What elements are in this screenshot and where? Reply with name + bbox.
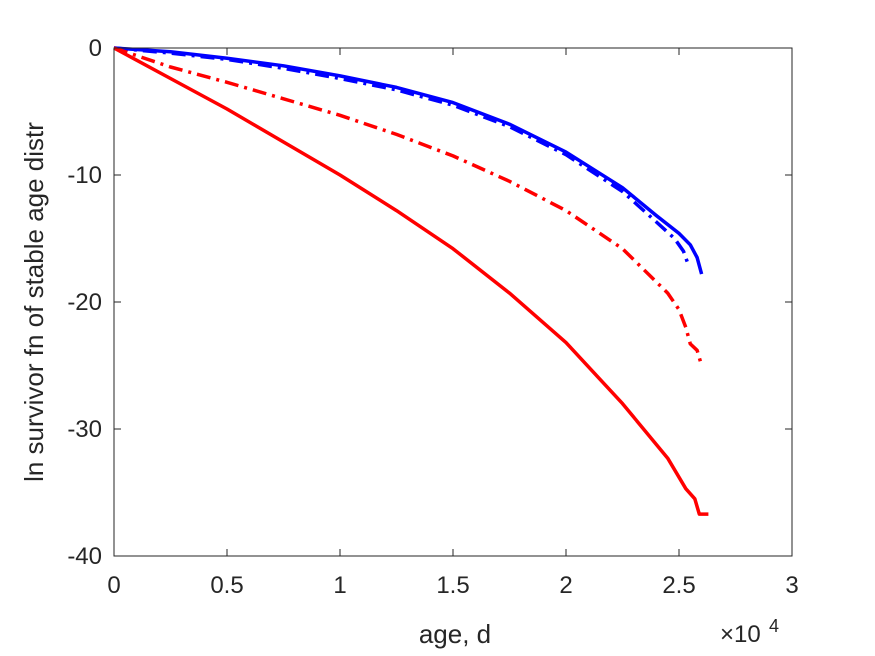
plot-background	[114, 48, 792, 556]
x-tick-label: 2	[559, 572, 572, 599]
series-line-3	[113, 46, 704, 366]
x-tick-label: 0.5	[210, 572, 243, 599]
y-tick-label: -10	[67, 162, 102, 189]
y-tick-label: -20	[67, 289, 102, 316]
y-tick-label: -40	[67, 543, 102, 570]
series-line-2	[113, 46, 690, 265]
x-tick-label: 2.5	[662, 572, 695, 599]
y-axis-label: ln survivor fn of stable age distr	[19, 122, 49, 482]
x-tick-label: 1	[333, 572, 346, 599]
y-ticks: 0 -10 -20 -30 -40	[67, 35, 792, 570]
x-tick-label: 0	[107, 572, 120, 599]
series-line-1	[113, 46, 704, 275]
x-axis-multiplier: ×10	[720, 621, 761, 648]
x-tick-label: 1.5	[436, 572, 469, 599]
x-axis-label: age, d	[419, 619, 491, 649]
x-ticks: 0 0.5 1 1.5 2 2.5 3	[107, 48, 799, 599]
x-tick-label: 3	[785, 572, 798, 599]
x-axis-multiplier-exponent: 4	[769, 616, 779, 636]
y-tick-label: 0	[89, 35, 102, 62]
series-layer	[113, 46, 709, 516]
y-tick-label: -30	[67, 416, 102, 443]
series-line-4	[113, 46, 709, 516]
